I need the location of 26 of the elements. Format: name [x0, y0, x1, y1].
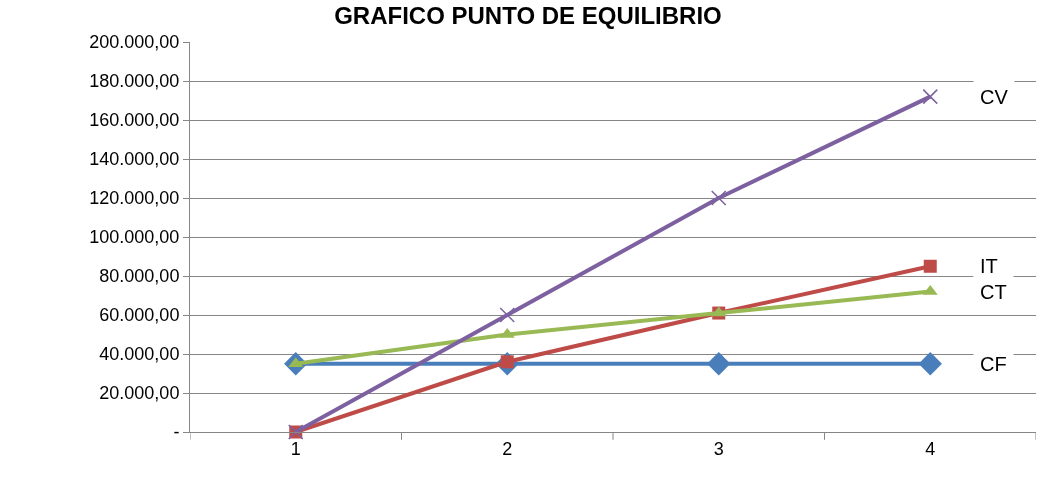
x-tick-label: 2: [502, 438, 513, 459]
y-tick-label: 120.000,00: [89, 188, 180, 209]
y-tick-label: 80.000,00: [99, 266, 180, 287]
chart-title: GRAFICO PUNTO DE EQUILIBRIO: [334, 2, 722, 30]
x-tick-label: 3: [713, 438, 724, 459]
series-label: CF: [980, 353, 1007, 375]
y-tick-label: -: [173, 422, 180, 443]
y-tick-label: 200.000,00: [89, 32, 180, 53]
y-tick-label: 20.000,00: [99, 383, 180, 404]
y-tick-label: 60.000,00: [99, 305, 180, 326]
y-tick-label: 180.000,00: [89, 71, 180, 92]
point: [707, 352, 731, 376]
x-tick-label: 4: [925, 438, 936, 459]
text: CV: [980, 86, 1009, 108]
x-tick-label: 1: [290, 438, 301, 459]
y-tick-label: 140.000,00: [89, 149, 180, 170]
point: [711, 190, 727, 206]
y-tick-label: 100.000,00: [89, 227, 180, 248]
point: [499, 307, 515, 323]
text: CT: [980, 281, 1007, 303]
point: [922, 88, 938, 105]
text: IT: [980, 255, 998, 277]
point: [923, 259, 937, 273]
point: [918, 352, 942, 376]
y-tick-label: 160.000,00: [89, 110, 180, 131]
y-tick-label: 40.000,00: [99, 344, 180, 365]
